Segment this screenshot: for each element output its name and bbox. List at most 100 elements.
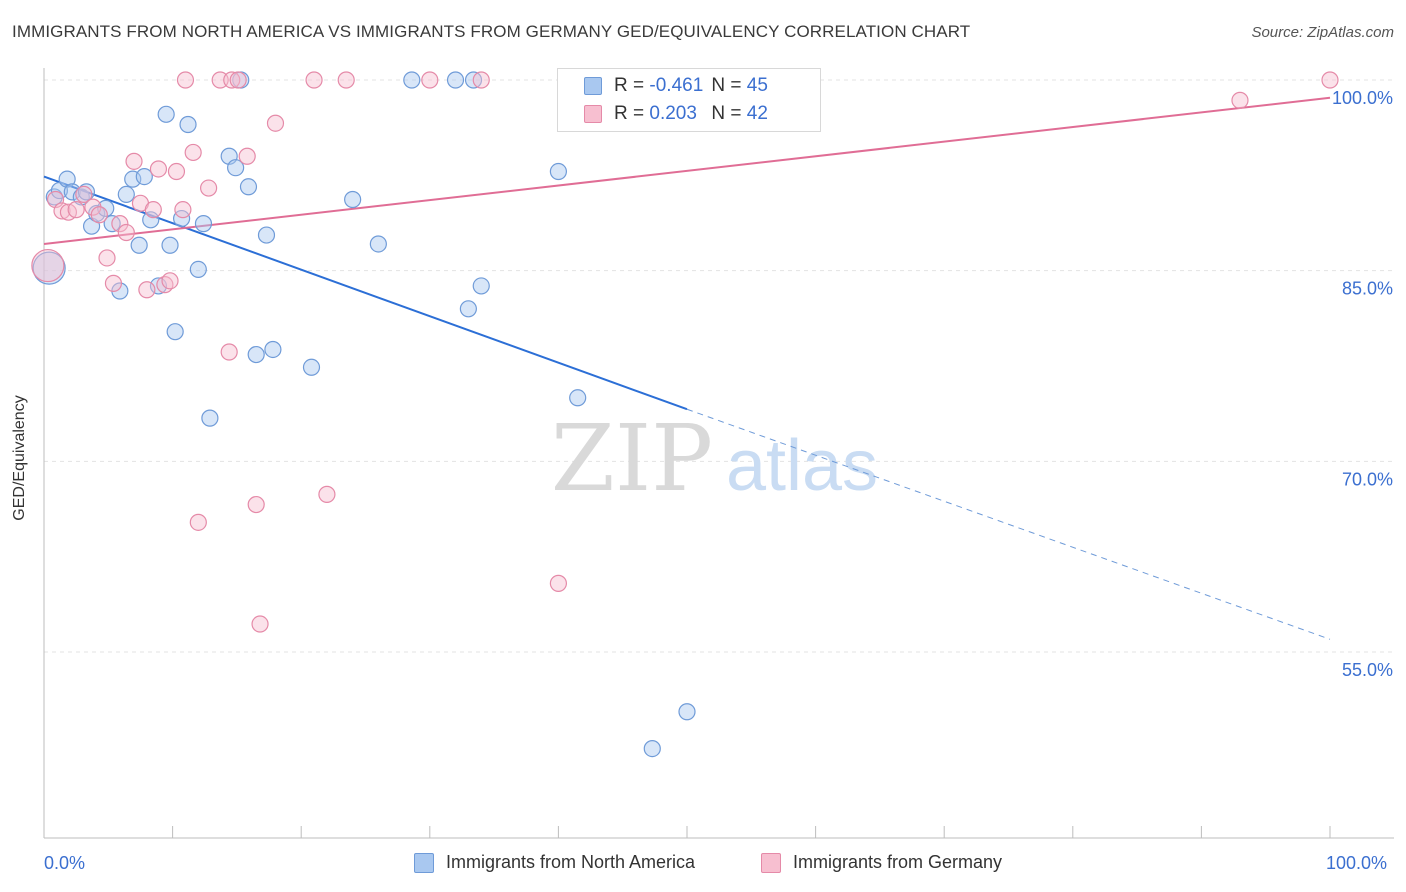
point-north-america	[157, 105, 175, 123]
point-north-america	[77, 183, 96, 201]
point-germany	[421, 71, 439, 89]
point-germany	[251, 615, 269, 633]
watermark-zip: ZIP	[551, 405, 713, 512]
point-germany	[1231, 91, 1249, 109]
legend-row-north-america: R = -0.461 N = 45	[558, 72, 768, 100]
point-germany	[53, 202, 71, 220]
legend-r-value: 0.203	[649, 103, 697, 124]
legend-n-value: 42	[746, 103, 768, 124]
legend-row-germany: R = 0.203 N = 42	[558, 100, 768, 128]
point-north-america	[678, 703, 696, 721]
stats-legend: R = -0.461 N = 45 R = 0.203 N = 42	[557, 68, 821, 132]
point-germany	[184, 143, 202, 162]
point-germany	[266, 114, 285, 132]
y-tick-labels: 55.0% 70.0% 85.0% 100.0%	[1332, 88, 1393, 680]
point-germany	[90, 206, 108, 224]
source-label: Source: ZipAtlas.com	[1251, 24, 1394, 41]
point-north-america	[97, 199, 115, 217]
series-swatch-germany	[761, 852, 781, 873]
legend-n-value: 45	[746, 75, 768, 96]
point-north-america	[643, 740, 661, 758]
chart-title: IMMIGRANTS FROM NORTH AMERICA VS IMMIGRA…	[12, 22, 971, 41]
point-north-america	[194, 215, 213, 233]
point-germany	[138, 281, 156, 299]
legend-r-value: -0.461	[649, 75, 704, 96]
point-north-america	[135, 168, 153, 186]
point-north-america	[173, 209, 191, 228]
y-tick-label: 55.0%	[1342, 660, 1393, 680]
point-germany	[67, 201, 85, 219]
point-germany	[98, 249, 116, 267]
point-north-america	[166, 323, 184, 341]
point-north-america	[32, 251, 66, 285]
axes	[43, 68, 1394, 839]
point-germany	[174, 201, 192, 219]
point-germany	[247, 495, 265, 514]
point-north-america	[247, 345, 265, 364]
trendline-germany	[43, 96, 1331, 245]
point-north-america	[344, 190, 362, 209]
trendline-north-america-extension	[686, 408, 1331, 640]
point-germany	[75, 185, 93, 203]
legend-swatch-north-america	[584, 77, 602, 95]
point-germany	[125, 152, 143, 170]
grid-lines	[44, 79, 1394, 653]
point-germany	[161, 272, 179, 290]
point-germany	[189, 513, 207, 531]
point-germany	[144, 201, 162, 219]
point-germany	[200, 179, 218, 197]
series-legend-label: Immigrants from North America	[446, 852, 696, 872]
point-north-america	[72, 188, 90, 206]
point-north-america	[257, 226, 276, 244]
series-legend-north-america[interactable]: Immigrants from North America	[414, 852, 695, 873]
point-north-america	[446, 71, 465, 89]
point-germany	[31, 248, 65, 283]
point-germany	[104, 274, 123, 292]
legend-r-label: R =	[614, 103, 645, 124]
point-north-america	[472, 277, 490, 295]
series-legend-germany[interactable]: Immigrants from Germany	[761, 852, 1002, 873]
point-germany	[1321, 71, 1339, 89]
point-germany	[176, 71, 195, 89]
point-germany	[472, 71, 490, 89]
point-north-america	[161, 236, 179, 254]
point-north-america	[264, 340, 282, 359]
point-germany	[238, 147, 256, 165]
point-germany	[318, 485, 336, 503]
point-north-america	[201, 409, 219, 427]
point-north-america	[369, 235, 387, 253]
series-swatch-north-america	[414, 852, 434, 873]
legend-n-label: N =	[711, 103, 742, 124]
legend-swatch-germany	[584, 105, 602, 123]
point-north-america	[239, 178, 258, 196]
point-north-america	[549, 162, 568, 181]
point-germany	[117, 223, 135, 242]
watermark-atlas: atlas	[726, 426, 878, 506]
series-legend-label: Immigrants from Germany	[793, 852, 1003, 872]
point-germany	[305, 71, 323, 89]
point-north-america	[569, 389, 587, 407]
y-tick-label: 100.0%	[1332, 88, 1393, 108]
series-legend: Immigrants from North America Immigrants…	[0, 852, 1406, 878]
point-north-america	[117, 185, 135, 203]
point-germany	[149, 160, 168, 178]
legend-n-label: N =	[711, 75, 742, 96]
legend-r-label: R =	[614, 75, 645, 96]
point-north-america	[58, 170, 76, 188]
point-germany	[549, 574, 568, 592]
trendline-north-america	[43, 175, 688, 411]
point-germany	[229, 71, 247, 89]
point-north-america	[302, 358, 321, 376]
y-tick-label: 70.0%	[1342, 469, 1393, 489]
x-tick-label-max: 100.0%	[1326, 853, 1388, 873]
point-germany	[111, 215, 129, 233]
y-tick-label: 85.0%	[1342, 279, 1393, 299]
watermark: ZIP atlas	[551, 405, 878, 512]
trendlines	[43, 96, 1331, 640]
point-germany	[223, 71, 241, 89]
point-north-america	[142, 211, 160, 229]
point-north-america	[130, 236, 148, 254]
point-north-america	[403, 71, 421, 89]
point-north-america	[189, 260, 207, 278]
point-germany	[220, 343, 238, 361]
